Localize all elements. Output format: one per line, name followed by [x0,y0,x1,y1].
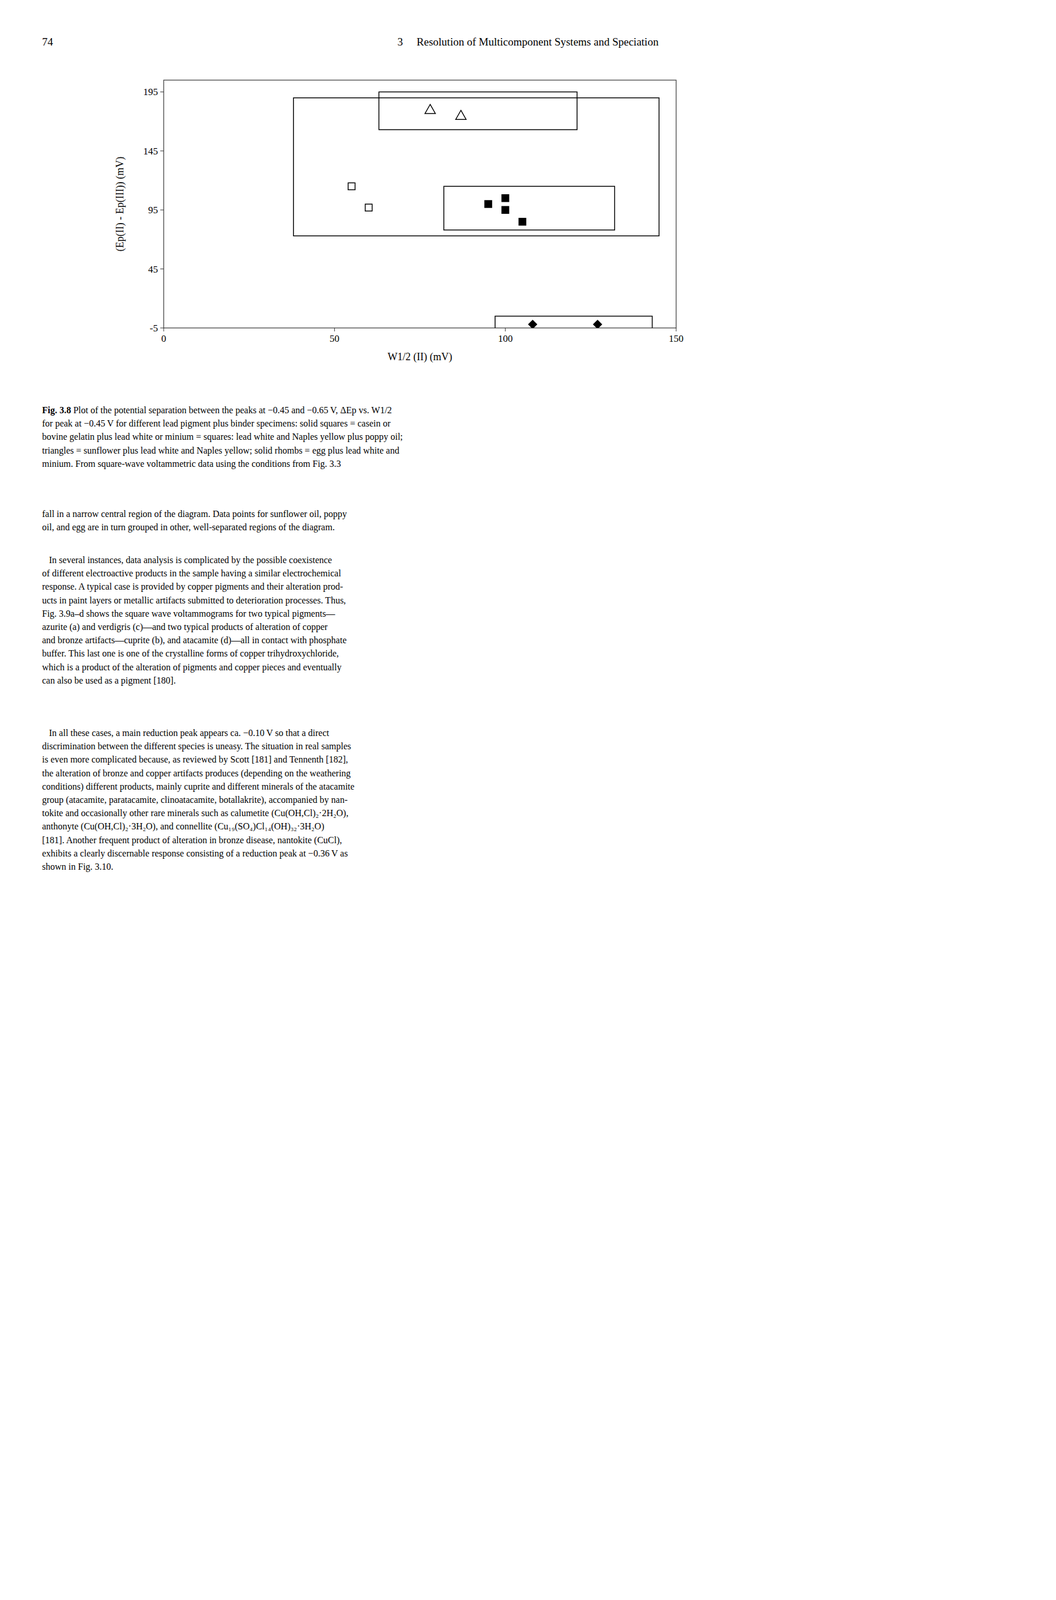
page-number: 74 [42,35,54,49]
x-tick [504,327,506,332]
x-tick [163,327,165,332]
y-tick [160,209,164,211]
y-tick-label: -5 [149,322,158,334]
point [348,182,356,190]
body-paragraph: fall in a narrow central region of the d… [42,507,348,534]
point [502,194,509,202]
y-tick [160,150,164,152]
body-paragraph: In all these cases, a main reduction pea… [42,726,355,874]
x-tick [334,327,335,332]
figure-caption: Fig. 3.8 Plot of the potential separatio… [42,403,403,471]
x-tick-label: 0 [161,333,167,345]
point [484,200,492,208]
x-tick [676,327,677,332]
y-tick-label: 145 [143,145,159,157]
y-tick-label: 195 [143,86,159,98]
caption-text: Plot of the potential separation between… [42,405,403,469]
point [455,110,467,120]
x-tick-label: 50 [329,333,340,345]
point [518,218,526,226]
chart: 0 50 100 150 -5 45 95 145 195 W1/2 (II) (mV) (Ep(I… [86,63,733,387]
y-tick [160,268,164,270]
point [593,320,602,328]
point [502,206,509,214]
x-tick-label: 150 [668,333,684,345]
y-tick [160,327,164,329]
group-rectangle [443,186,615,230]
body-paragraph: In several instances, data analysis is c… [42,553,347,688]
x-tick-label: 100 [498,333,514,345]
group-rectangle [293,97,659,237]
group-rectangle [495,316,653,328]
y-tick [160,91,164,93]
plot-frame [163,80,677,328]
group-rectangle [378,91,577,130]
y-axis-label: (Ep(II) - Ep(III)) (mV) [114,156,127,252]
point [424,104,436,114]
plot-marks [293,91,659,328]
point [528,320,537,328]
caption-label: Fig. 3.8 [42,405,71,416]
point [365,204,373,211]
y-tick-label: 45 [148,264,158,275]
x-axis-label: W1/2 (II) (mV) [387,351,453,364]
y-tick-label: 95 [148,204,158,216]
page-header: 3 Resolution of Multicomponent Systems a… [397,35,659,49]
